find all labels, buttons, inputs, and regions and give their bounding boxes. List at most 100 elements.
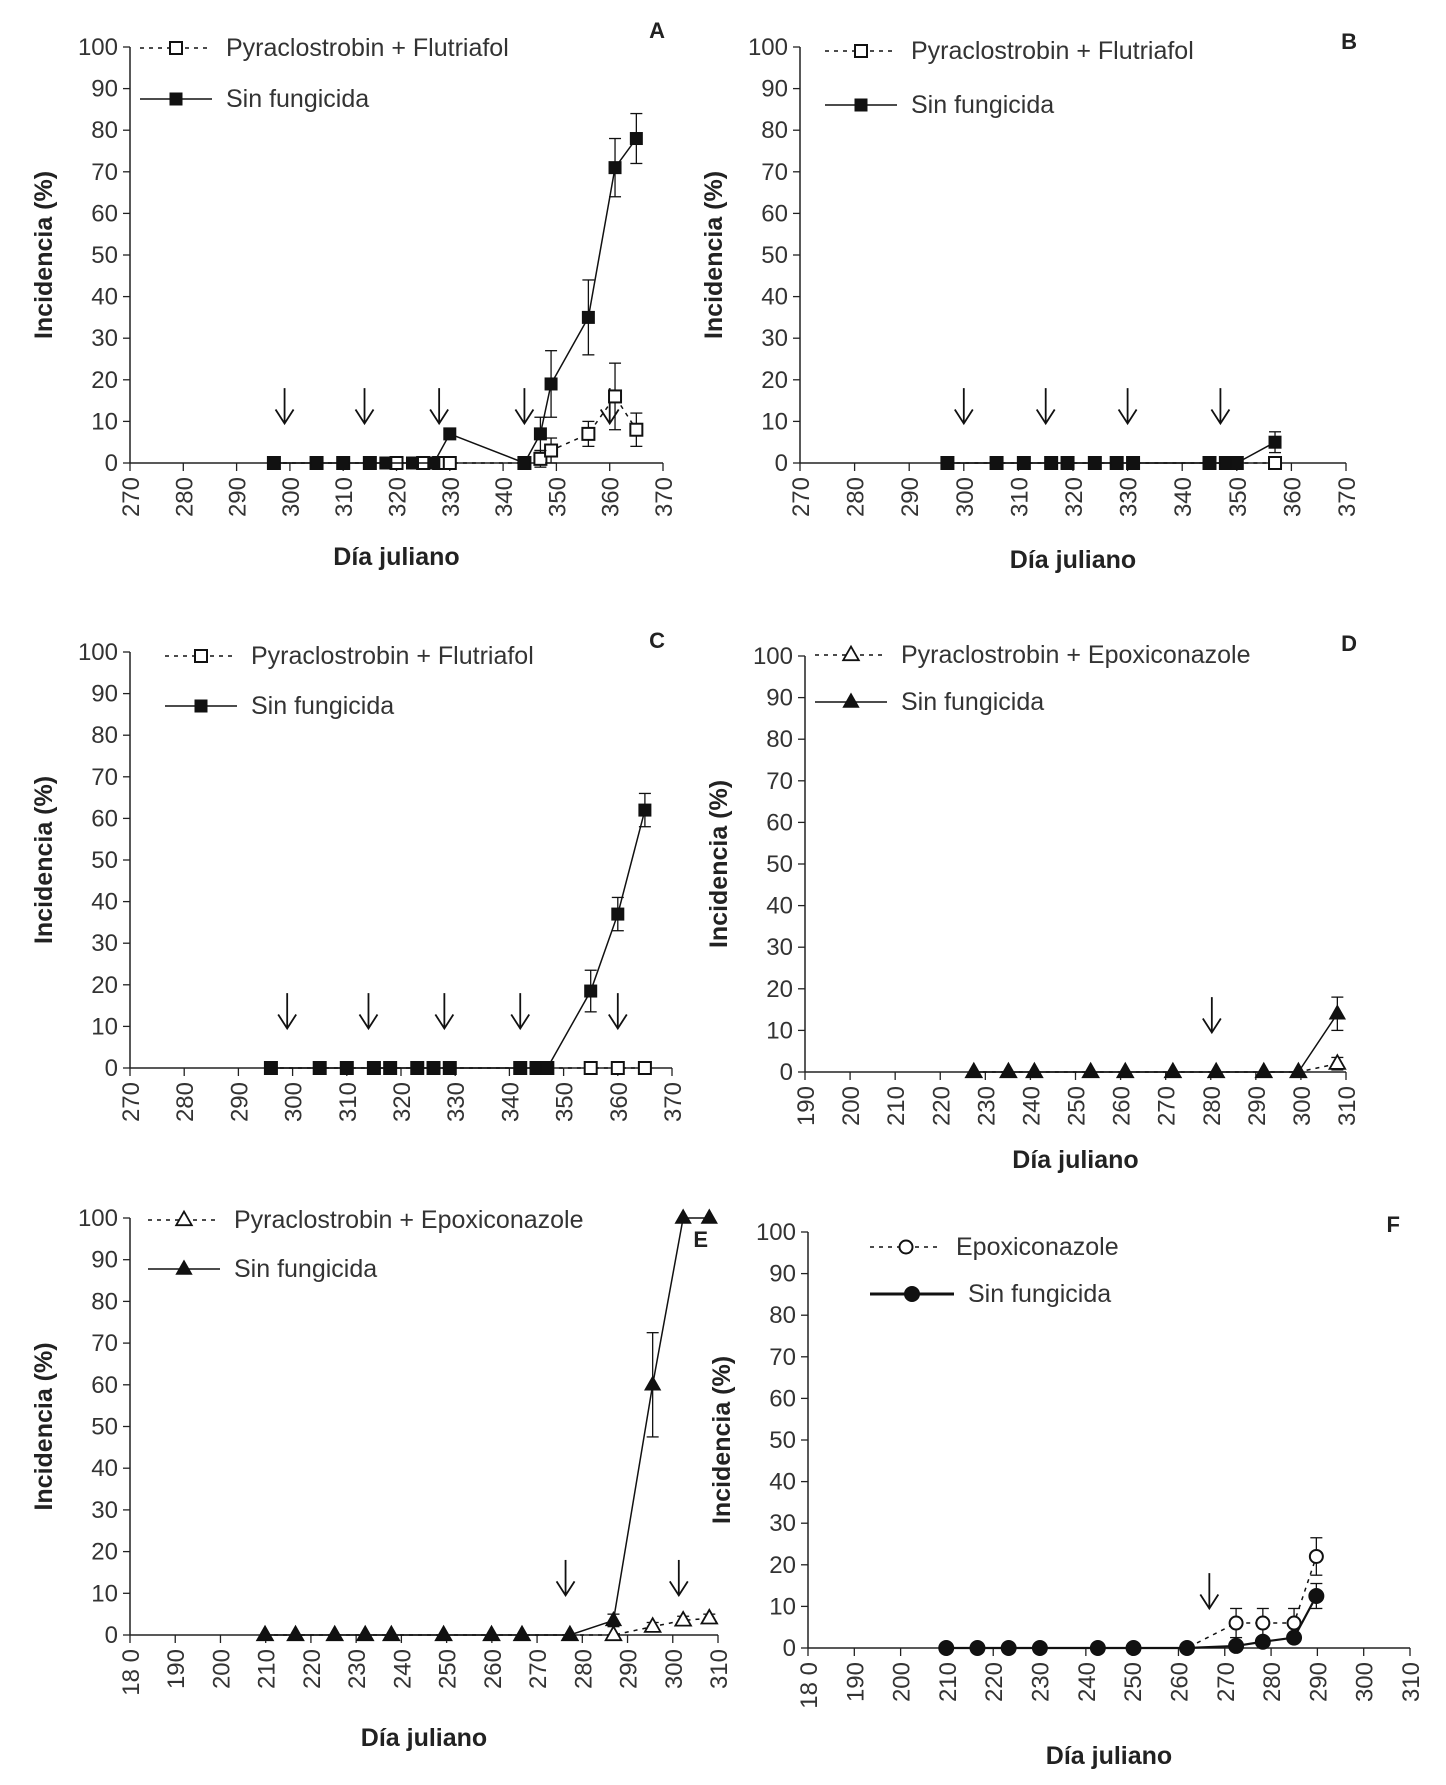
y-tick-label: 60 <box>91 1372 118 1399</box>
series-untreated <box>940 431 1282 470</box>
panel-label: E <box>693 1227 708 1252</box>
legend-entry: Sin fungicida <box>140 85 369 113</box>
series-line <box>273 138 637 464</box>
x-tick-label: 370 <box>660 1082 687 1122</box>
y-tick-label: 40 <box>769 1469 796 1496</box>
y-tick-label: 30 <box>91 325 118 352</box>
x-tick-label: 320 <box>385 477 412 517</box>
legend-marker <box>854 98 868 112</box>
legend-label: Sin fungicida <box>234 1255 377 1283</box>
panel-d: 0 10 20 30 40 50 60 70 80 90 100 190 200 210 220 230 240… <box>705 631 1361 1174</box>
data-point <box>1179 1640 1196 1656</box>
panel-label: A <box>649 18 665 43</box>
legend-entry: Pyraclostrobin + Flutriafol <box>165 642 534 670</box>
legend-marker <box>194 699 208 713</box>
y-tick-label: 50 <box>91 242 118 269</box>
x-tick-label: 190 <box>163 1649 190 1689</box>
panel-a: 0 10 20 30 40 50 60 70 80 90 100 270 280 290 300 310 320… <box>30 18 678 571</box>
application-arrow <box>1210 388 1231 426</box>
y-tick-label: 0 <box>780 1059 793 1086</box>
data-point <box>604 1624 623 1642</box>
data-point <box>434 1625 453 1641</box>
data-point <box>608 161 622 175</box>
application-arrow <box>555 1559 576 1598</box>
data-point <box>1230 456 1244 470</box>
data-point <box>608 389 623 404</box>
series-line <box>973 1013 1338 1073</box>
application-arrow <box>358 993 379 1031</box>
data-point <box>340 1061 354 1075</box>
y-tick-label: 40 <box>91 889 118 916</box>
y-tick-label: 50 <box>91 847 118 874</box>
data-point <box>1327 1053 1347 1070</box>
data-point <box>513 1625 531 1641</box>
y-tick-label: 90 <box>769 1261 796 1288</box>
data-point <box>604 1610 623 1627</box>
data-point <box>610 1061 625 1075</box>
y-tick-label: 50 <box>769 1427 796 1454</box>
data-point <box>367 1061 381 1075</box>
legend-marker <box>169 92 183 106</box>
x-tick-label: 240 <box>1018 1086 1045 1126</box>
legend-marker <box>174 1209 194 1227</box>
x-tick-label: 340 <box>497 1082 524 1122</box>
y-tick-label: 60 <box>91 805 118 832</box>
y-tick-label: 100 <box>753 643 793 670</box>
data-point <box>638 803 652 817</box>
data-point <box>581 426 596 441</box>
x-tick-label: 280 <box>172 1082 199 1122</box>
legend-label: Sin fungicida <box>226 85 369 113</box>
x-tick-label: 350 <box>552 1082 579 1122</box>
application-arrow <box>1035 388 1056 426</box>
x-tick-label: 270 <box>1213 1662 1240 1702</box>
data-point <box>1268 456 1283 470</box>
data-point <box>1017 456 1031 470</box>
data-point <box>363 456 377 470</box>
data-point <box>990 456 1004 470</box>
legend-marker <box>898 1239 914 1255</box>
x-tick-label: 260 <box>1166 1662 1193 1702</box>
data-point <box>1025 1062 1044 1078</box>
data-point <box>267 456 281 470</box>
data-point <box>1164 1062 1182 1078</box>
x-tick-label: 310 <box>1398 1662 1425 1702</box>
y-tick-label: 20 <box>91 972 118 999</box>
data-point <box>1126 456 1140 470</box>
data-point <box>533 427 547 441</box>
y-axis-label: Incidencia (%) <box>30 171 58 339</box>
y-tick-label: 60 <box>91 200 118 227</box>
data-point <box>583 1061 598 1075</box>
data-point <box>1286 1629 1303 1646</box>
x-tick-label: 300 <box>281 1082 308 1122</box>
data-point <box>530 1061 543 1075</box>
y-tick-label: 40 <box>91 1455 118 1482</box>
y-tick-label: 30 <box>761 325 788 352</box>
legend-entry: Sin fungicida <box>148 1255 377 1283</box>
x-tick-label: 280 <box>1259 1662 1286 1702</box>
data-point <box>264 1061 278 1075</box>
data-point <box>1110 456 1124 470</box>
y-tick-label: 70 <box>766 768 793 795</box>
legend-marker <box>175 1259 193 1275</box>
series-untreated <box>267 112 643 470</box>
y-tick-label: 100 <box>78 639 118 666</box>
data-point <box>938 1640 955 1656</box>
application-arrow <box>1199 1573 1220 1611</box>
legend-marker <box>169 41 183 55</box>
y-tick-label: 0 <box>783 1635 796 1662</box>
legend-label: Sin fungicida <box>968 1280 1111 1308</box>
data-point <box>1125 1640 1142 1656</box>
y-tick-label: 80 <box>766 726 793 753</box>
x-tick-label: 300 <box>1352 1662 1379 1702</box>
legend-label: Pyraclostrobin + Flutriafol <box>251 642 534 670</box>
legend-entry: Sin fungicida <box>825 91 1054 119</box>
y-tick-label: 60 <box>766 809 793 836</box>
x-tick-label: 290 <box>226 1082 253 1122</box>
data-point <box>1286 1615 1302 1631</box>
data-point <box>427 1061 441 1075</box>
data-point <box>482 1625 501 1641</box>
y-tick-label: 40 <box>91 284 118 311</box>
data-point <box>1088 456 1102 470</box>
data-point <box>1044 456 1058 470</box>
